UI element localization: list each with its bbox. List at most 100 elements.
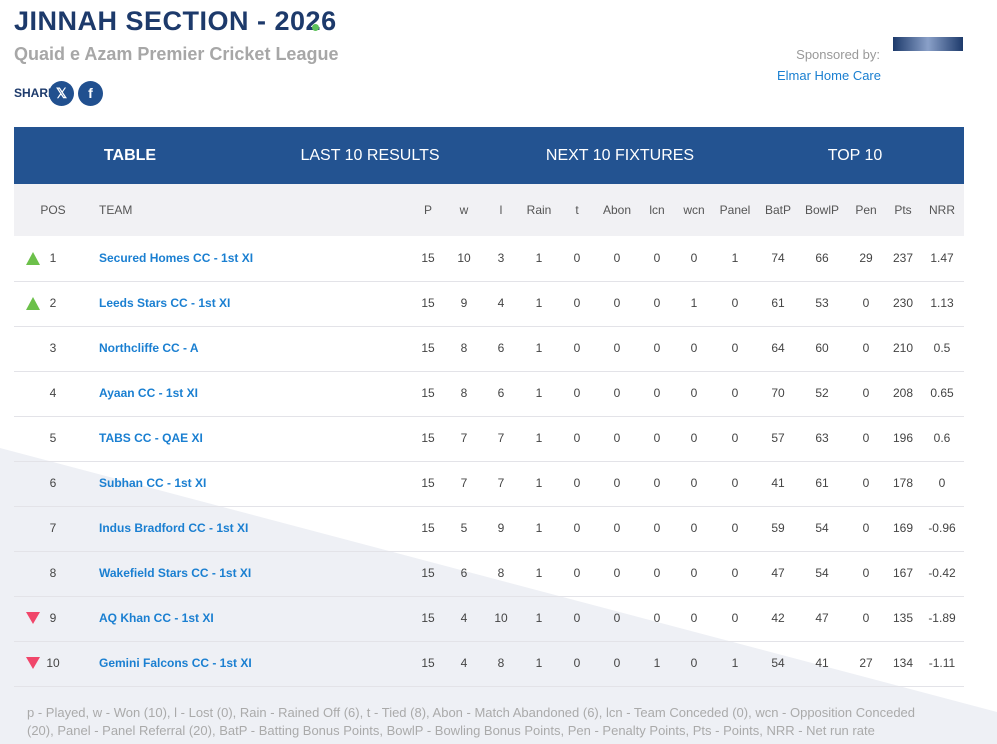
table-cell: 29: [859, 251, 873, 265]
column-header: Abon: [602, 203, 632, 217]
team-link[interactable]: Indus Bradford CC - 1st XI: [99, 521, 249, 535]
table-cell: 15: [421, 251, 435, 265]
table-cell: 0: [731, 296, 739, 310]
table-cell: 1: [731, 656, 739, 670]
sponsor-label: Sponsored by:: [796, 47, 880, 62]
subtitle: Quaid e Azam Premier Cricket League: [14, 44, 339, 64]
table-cell: 47: [771, 566, 785, 580]
table-cell: 1: [535, 296, 543, 310]
table-cell: 9: [460, 296, 468, 310]
x-share-button[interactable]: 𝕏: [49, 81, 74, 106]
table-cell: 59: [771, 521, 785, 535]
table-cell: 15: [421, 566, 435, 580]
team-link[interactable]: Wakefield Stars CC - 1st XI: [99, 566, 252, 580]
table-cell: 10: [494, 611, 508, 625]
table-cell: 64: [771, 341, 785, 355]
table-cell: 0: [573, 476, 581, 490]
column-header: POS: [40, 203, 66, 217]
table-header: [14, 184, 964, 236]
table-cell: 0: [613, 611, 621, 625]
table-cell: 10: [457, 251, 471, 265]
column-header: NRR: [929, 203, 955, 217]
share-label: SHARE: [14, 86, 57, 100]
table-cell: 1.13: [930, 296, 954, 310]
table-cell: 0: [731, 431, 739, 445]
team-link[interactable]: TABS CC - QAE XI: [99, 431, 203, 445]
table-cell: 6: [497, 341, 505, 355]
table-cell: 1: [690, 296, 698, 310]
table-cell: 6: [460, 566, 468, 580]
table-cell: 1: [535, 656, 543, 670]
table-cell: 41: [815, 656, 829, 670]
table-cell: 0: [613, 521, 621, 535]
table-cell: 1: [535, 251, 543, 265]
table-cell: 61: [771, 296, 785, 310]
table-cell: 47: [815, 611, 829, 625]
table-cell: 0: [653, 521, 661, 535]
table-cell: 3: [497, 251, 505, 265]
table-cell: 178: [892, 476, 914, 490]
table-cell: 196: [892, 431, 914, 445]
tab[interactable]: LAST 10 RESULTS: [300, 147, 440, 164]
table-cell: 0: [731, 566, 739, 580]
table-cell: 9: [49, 611, 57, 625]
column-header: Pts: [894, 203, 912, 217]
table-cell: 15: [421, 296, 435, 310]
table-cell: 0: [573, 566, 581, 580]
team-link[interactable]: Gemini Falcons CC - 1st XI: [99, 656, 252, 670]
table-cell: 41: [771, 476, 785, 490]
table-cell: 0.5: [933, 341, 951, 355]
table-cell: 0: [690, 566, 698, 580]
table-cell: 8: [497, 656, 505, 670]
table-cell: 208: [892, 386, 914, 400]
table-cell: 0: [573, 611, 581, 625]
team-link[interactable]: AQ Khan CC - 1st XI: [99, 611, 214, 625]
table-cell: 0: [862, 521, 870, 535]
team-link[interactable]: Ayaan CC - 1st XI: [99, 386, 198, 400]
table-cell: 0: [690, 386, 698, 400]
table-cell: 0.6: [933, 431, 951, 445]
table-cell: 0: [613, 251, 621, 265]
table-cell: 0: [653, 251, 661, 265]
tab[interactable]: TABLE: [103, 147, 157, 164]
table-cell: 9: [497, 521, 505, 535]
tab[interactable]: NEXT 10 FIXTURES: [545, 147, 695, 164]
sponsor-link[interactable]: Elmar Home Care: [776, 68, 881, 83]
table-cell: 8: [460, 341, 468, 355]
table-cell: 5: [460, 521, 468, 535]
table-cell: 42: [771, 611, 785, 625]
team-link[interactable]: Secured Homes CC - 1st XI: [99, 251, 254, 265]
row-divider: [14, 326, 964, 327]
row-divider: [14, 506, 964, 507]
table-cell: 167: [892, 566, 914, 580]
team-link[interactable]: Northcliffe CC - A: [99, 341, 199, 355]
team-link[interactable]: Subhan CC - 1st XI: [99, 476, 207, 490]
table-cell: 2: [49, 296, 57, 310]
row-divider: [14, 551, 964, 552]
row-divider: [14, 641, 964, 642]
table-cell: 1.47: [930, 251, 954, 265]
table-cell: 0: [862, 341, 870, 355]
team-link[interactable]: Leeds Stars CC - 1st XI: [99, 296, 231, 310]
table-cell: 4: [497, 296, 505, 310]
table-cell: 0: [862, 431, 870, 445]
column-header: lcn: [649, 203, 665, 217]
table-cell: 1: [653, 656, 661, 670]
table-cell: 1: [49, 251, 57, 265]
row-divider: [14, 371, 964, 372]
column-header: Pen: [855, 203, 877, 217]
table-cell: 1: [535, 611, 543, 625]
row-divider: [14, 686, 964, 687]
title: JINNAH SECTION - 2026: [14, 6, 337, 36]
column-header: t: [575, 203, 579, 217]
tab[interactable]: TOP 10: [827, 147, 883, 164]
table-cell: 7: [49, 521, 57, 535]
table-cell: 0: [731, 341, 739, 355]
column-header: wcn: [683, 203, 705, 217]
sponsor-logo[interactable]: [893, 37, 963, 51]
table-cell: 54: [815, 521, 829, 535]
facebook-share-button[interactable]: f: [78, 81, 103, 106]
table-cell: 0: [613, 431, 621, 445]
table-cell: 0: [653, 386, 661, 400]
